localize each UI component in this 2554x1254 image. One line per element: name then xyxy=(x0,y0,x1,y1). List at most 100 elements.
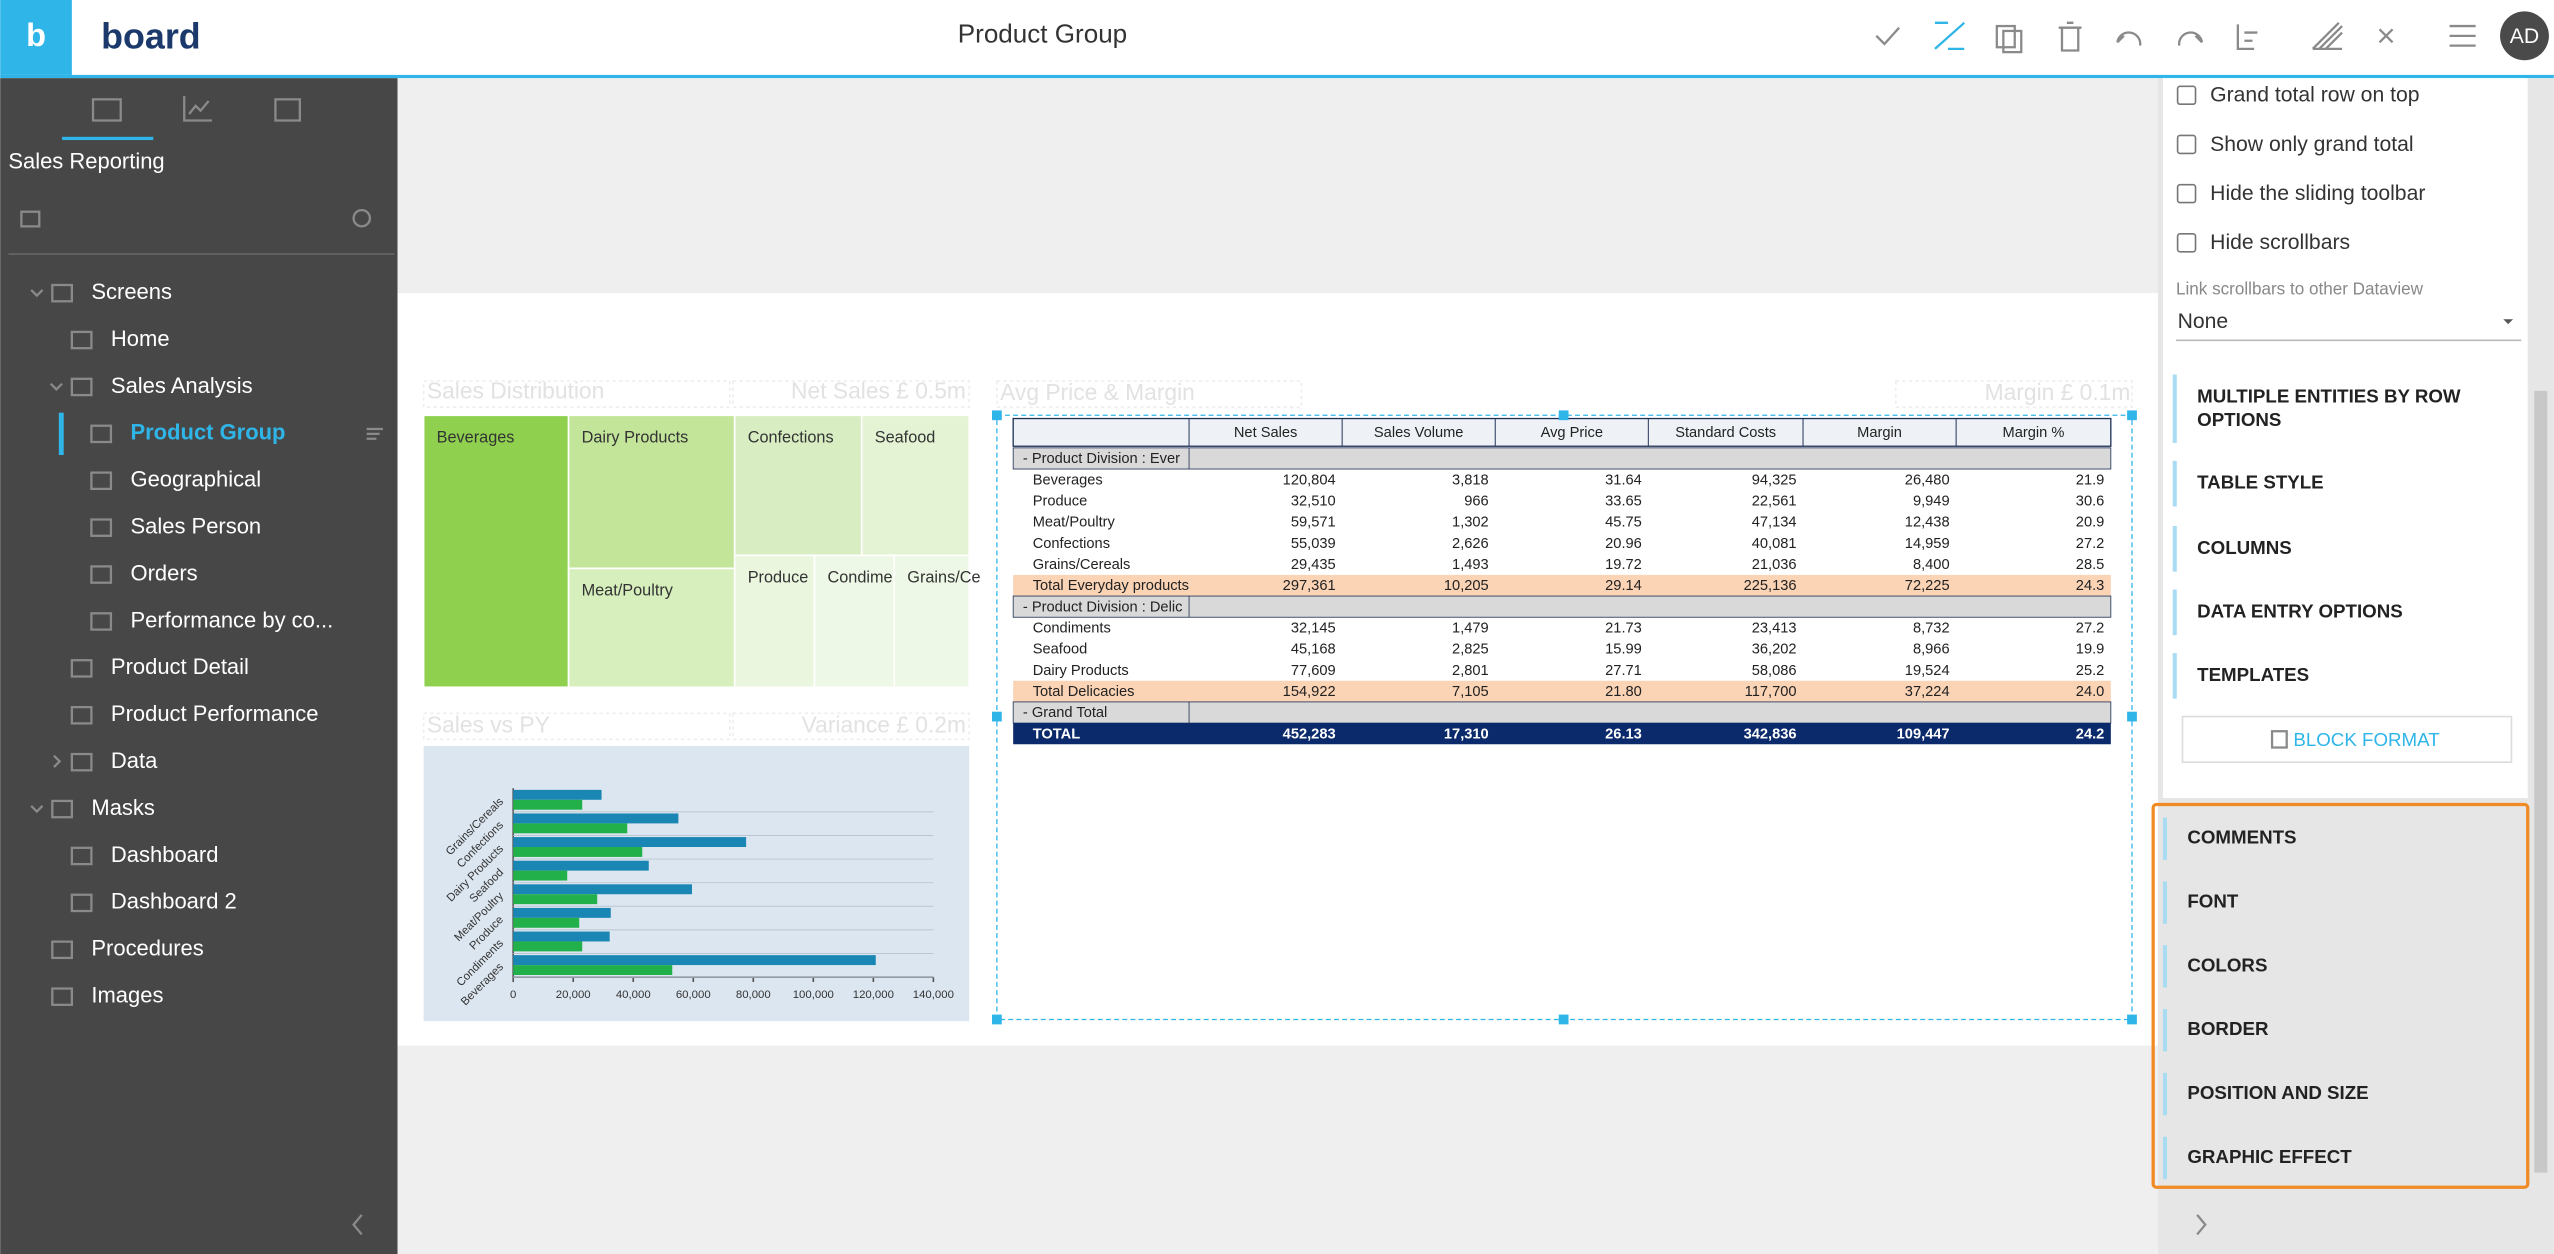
resize-handle[interactable] xyxy=(2127,410,2137,421)
screens-tab[interactable] xyxy=(91,98,122,122)
delete-icon[interactable] xyxy=(2058,21,2082,52)
column-header[interactable]: Standard Costs xyxy=(1675,425,1776,441)
section-title[interactable]: TABLE STYLE xyxy=(2197,472,2324,493)
tree-item[interactable]: Data xyxy=(111,748,158,773)
chevron-down[interactable] xyxy=(49,382,63,392)
section-title[interactable]: TEMPLATES xyxy=(2197,664,2309,685)
block-format-button[interactable] xyxy=(2181,715,2513,763)
tree-item[interactable]: Dashboard xyxy=(111,842,218,867)
scrollbar[interactable] xyxy=(2534,390,2548,1173)
bar[interactable] xyxy=(513,894,598,905)
tree-item[interactable]: Dashboard 2 xyxy=(111,889,237,914)
tree-item[interactable]: Product Group xyxy=(130,420,285,445)
logo-square[interactable] xyxy=(0,0,72,75)
section-title[interactable]: POSITION AND SIZE xyxy=(2187,1082,2368,1103)
resize-handle[interactable] xyxy=(2127,711,2137,722)
table-cell: 966 xyxy=(1464,493,1488,509)
tree-item[interactable]: Procedures xyxy=(91,936,203,961)
checkbox-label: Grand total row on top xyxy=(2210,84,2419,107)
format-icon[interactable] xyxy=(2311,21,2343,50)
select-value[interactable]: None xyxy=(2178,310,2229,333)
column-header[interactable]: Avg Price xyxy=(1541,425,1603,441)
column-header[interactable]: Sales Volume xyxy=(1374,425,1464,441)
data-tab[interactable] xyxy=(183,96,212,122)
treemap-cell[interactable] xyxy=(813,554,896,689)
treemap-cell[interactable] xyxy=(422,414,570,689)
column-header[interactable]: Margin % xyxy=(2003,425,2065,441)
tree-item[interactable]: Geographical xyxy=(130,467,261,492)
treemap-cell[interactable] xyxy=(893,554,971,689)
section-title[interactable]: MULTIPLE ENTITIES BY ROW OPTIONS xyxy=(2197,385,2461,430)
checkbox[interactable] xyxy=(2176,134,2197,155)
chevron-down[interactable] xyxy=(30,289,44,298)
chevron-down[interactable] xyxy=(30,805,44,814)
checkbox[interactable] xyxy=(2176,233,2197,253)
resize-handle[interactable] xyxy=(992,711,1002,722)
bar[interactable] xyxy=(513,884,692,895)
x-tick-label: 60,000 xyxy=(676,989,711,1001)
tree-item[interactable]: Performance by co... xyxy=(130,607,333,632)
bar[interactable] xyxy=(513,917,580,928)
tree-icon xyxy=(90,471,113,491)
item-menu[interactable] xyxy=(366,427,383,440)
tree-item[interactable]: Sales Analysis xyxy=(111,373,253,398)
resize-handle[interactable] xyxy=(1558,410,1569,421)
treemap-cell[interactable] xyxy=(733,554,816,689)
bar[interactable] xyxy=(513,789,602,800)
chevron-right[interactable] xyxy=(53,754,62,768)
checkbox[interactable] xyxy=(2176,183,2197,204)
collapse-sidebar[interactable] xyxy=(352,1214,363,1236)
bar[interactable] xyxy=(513,813,679,824)
section-title[interactable]: FONT xyxy=(2187,890,2239,911)
bar[interactable] xyxy=(513,931,610,942)
section-title[interactable]: BORDER xyxy=(2187,1018,2269,1039)
treemap-cell[interactable] xyxy=(860,414,971,557)
bar[interactable] xyxy=(513,823,628,834)
tree-item[interactable]: Home xyxy=(111,326,170,351)
bar[interactable] xyxy=(513,837,747,848)
tree-item[interactable]: Screens xyxy=(91,279,172,304)
bar[interactable] xyxy=(513,870,568,881)
resize-handle[interactable] xyxy=(1558,1014,1569,1025)
avatar[interactable] xyxy=(2500,11,2549,61)
redo-icon[interactable] xyxy=(2178,31,2204,46)
tree-item[interactable]: Product Detail xyxy=(111,654,249,679)
undo-icon[interactable] xyxy=(2116,31,2142,46)
section-title[interactable]: DATA ENTRY OPTIONS xyxy=(2197,600,2403,621)
close-icon[interactable] xyxy=(2378,28,2394,44)
section-title[interactable]: GRAPHIC EFFECT xyxy=(2187,1146,2352,1167)
column-header[interactable]: Net Sales xyxy=(1234,425,1297,441)
section-title[interactable]: COLORS xyxy=(2187,954,2267,975)
expand-panel[interactable] xyxy=(2196,1214,2207,1236)
align-icon[interactable] xyxy=(2236,24,2258,50)
bar[interactable] xyxy=(513,941,583,952)
bar[interactable] xyxy=(513,847,643,857)
tree-item[interactable]: Images xyxy=(91,982,163,1007)
resize-handle[interactable] xyxy=(992,410,1002,421)
tree-item[interactable]: Sales Person xyxy=(130,513,261,538)
column-header[interactable]: Margin xyxy=(1857,425,1902,441)
section-title[interactable]: COMMENTS xyxy=(2187,827,2296,848)
resize-handle[interactable] xyxy=(992,1014,1002,1025)
bar[interactable] xyxy=(513,965,673,975)
bar[interactable] xyxy=(513,860,649,871)
capsule-tab[interactable] xyxy=(274,98,301,122)
tree-item[interactable]: Masks xyxy=(91,795,154,820)
confirm-icon[interactable] xyxy=(1875,26,1900,46)
tree-icon xyxy=(70,893,93,913)
tree-item[interactable]: Product Performance xyxy=(111,701,319,726)
section-title[interactable]: COLUMNS xyxy=(2197,537,2292,558)
resize-handle[interactable] xyxy=(2127,1014,2137,1025)
bar[interactable] xyxy=(513,955,876,966)
search-icon[interactable] xyxy=(352,208,372,228)
copy-icon[interactable] xyxy=(1995,24,2016,49)
checkbox[interactable] xyxy=(2176,85,2197,106)
design-icon[interactable] xyxy=(1934,21,1966,50)
menu-icon[interactable] xyxy=(2449,24,2476,47)
tree-item[interactable]: Orders xyxy=(130,560,197,585)
treemap-cell[interactable] xyxy=(567,567,736,689)
bar[interactable] xyxy=(513,907,611,918)
treemap-cell[interactable] xyxy=(733,414,863,557)
bar[interactable] xyxy=(513,799,583,810)
add-screen-icon[interactable] xyxy=(20,210,41,228)
